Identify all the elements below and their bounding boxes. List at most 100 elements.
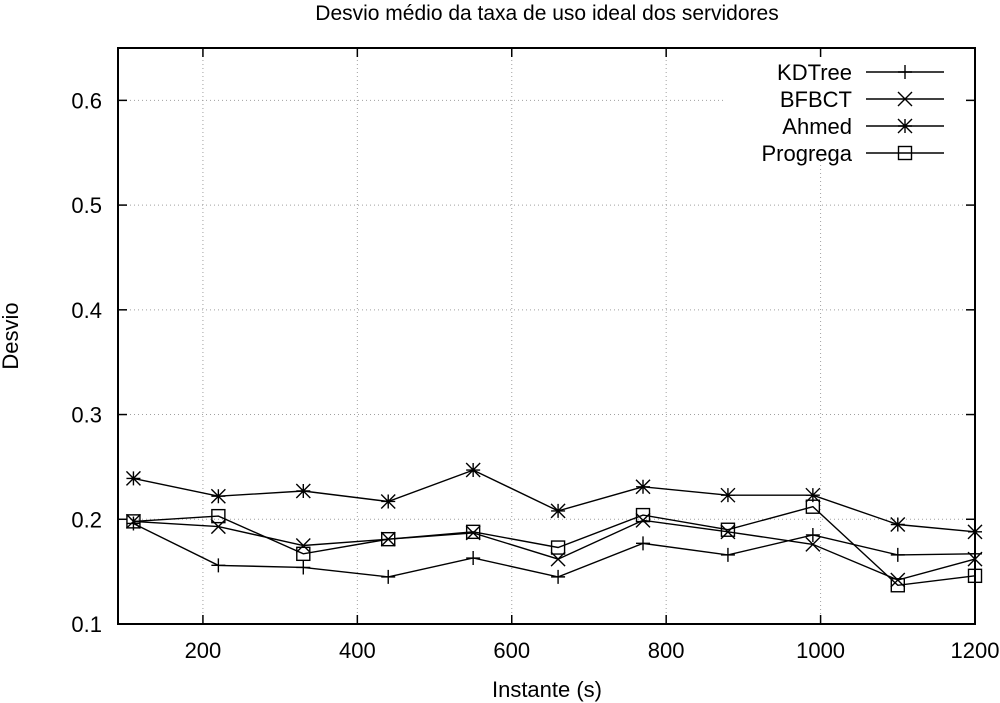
x-marker-icon	[295, 537, 311, 553]
data-point	[890, 517, 906, 533]
data-point	[635, 479, 651, 495]
y-axis-label: Desvio	[0, 302, 23, 369]
legend-label: KDTree	[777, 60, 852, 85]
data-point	[295, 537, 311, 553]
plus-marker-icon	[890, 547, 905, 562]
x-tick-label: 200	[185, 638, 222, 663]
legend-label: Progrega	[761, 141, 852, 166]
data-point	[126, 514, 141, 529]
square-marker-icon	[381, 531, 396, 547]
chart-title: Desvio médio da taxa de uso ideal dos se…	[315, 2, 778, 25]
asterisk-marker-icon	[295, 483, 311, 499]
square-marker-icon	[465, 524, 481, 540]
data-point	[805, 536, 821, 552]
plot-frame	[117, 47, 976, 625]
asterisk-marker-icon	[550, 503, 566, 519]
data-point	[211, 508, 226, 524]
x-tick-label: 600	[493, 638, 530, 663]
plus-marker-icon	[720, 547, 735, 562]
legend-marker	[898, 65, 912, 79]
asterisk-marker-icon	[380, 493, 396, 509]
plus-marker-icon	[211, 558, 226, 573]
series-ahmed	[125, 462, 983, 540]
square-marker-icon	[720, 522, 736, 537]
series-line	[133, 505, 976, 587]
data-point	[805, 527, 820, 542]
y-tick-label: 0.5	[71, 193, 102, 218]
square-marker-icon	[550, 540, 566, 555]
series-line	[133, 522, 976, 578]
data-point	[210, 488, 226, 504]
data-point	[211, 558, 226, 573]
legend-marker	[897, 145, 913, 161]
y-tick-label: 0.4	[71, 298, 102, 323]
series-layer	[125, 462, 983, 593]
plus-marker-icon	[898, 65, 912, 79]
y-tick-label: 0.6	[71, 88, 102, 113]
asterisk-marker-icon	[805, 487, 821, 503]
asterisk-marker-icon	[897, 118, 913, 134]
legend-label: Ahmed	[782, 114, 852, 139]
data-point	[296, 560, 311, 575]
plus-marker-icon	[551, 569, 566, 584]
square-marker-icon	[296, 546, 311, 562]
plus-marker-icon	[805, 527, 820, 542]
x-tick-label: 800	[648, 638, 685, 663]
square-marker-icon	[890, 578, 905, 593]
data-point	[890, 547, 905, 562]
x-tick-label: 400	[339, 638, 376, 663]
data-point	[636, 536, 651, 551]
data-point	[465, 462, 481, 478]
data-point	[635, 507, 651, 523]
series-kdtree	[126, 516, 982, 584]
asterisk-marker-icon	[465, 462, 481, 478]
legend-marker	[897, 118, 913, 134]
data-point	[805, 487, 821, 503]
x-marker-icon	[805, 536, 821, 552]
x-marker-icon	[465, 525, 481, 541]
series-progrega	[126, 499, 983, 593]
x-marker-icon	[897, 91, 913, 107]
data-point	[720, 487, 736, 503]
y-tick-label: 0.3	[71, 403, 102, 428]
data-point	[550, 540, 566, 555]
data-point	[296, 546, 311, 562]
asterisk-marker-icon	[890, 517, 906, 533]
x-axis-label: Instante (s)	[492, 677, 602, 702]
square-marker-icon	[635, 507, 651, 523]
y-tick-label: 0.1	[71, 612, 102, 637]
x-tick-label: 1000	[796, 638, 845, 663]
square-marker-icon	[805, 499, 821, 514]
plus-marker-icon	[296, 560, 311, 575]
asterisk-marker-icon	[635, 479, 651, 495]
data-point	[465, 525, 481, 541]
axis-ticks: 0.1 0.2 0.3 0.4 0.5 0.6 200 400 600 800 1000 1200	[71, 48, 999, 663]
plus-marker-icon	[636, 536, 651, 551]
square-marker-icon	[211, 508, 226, 524]
data-point	[805, 499, 821, 514]
square-marker-icon	[897, 145, 913, 161]
data-point	[125, 470, 141, 486]
series-line	[133, 469, 976, 533]
data-point	[551, 569, 566, 584]
asterisk-marker-icon	[125, 470, 141, 486]
legend-label: BFBCT	[780, 87, 852, 112]
asterisk-marker-icon	[720, 487, 736, 503]
asterisk-marker-icon	[210, 488, 226, 504]
data-point	[465, 524, 481, 540]
data-point	[381, 569, 396, 584]
data-point	[550, 503, 566, 519]
grid	[118, 48, 975, 624]
data-point	[466, 551, 481, 566]
data-point	[720, 547, 735, 562]
y-tick-label: 0.2	[71, 507, 102, 532]
legend-marker	[897, 91, 913, 107]
plus-marker-icon	[381, 569, 396, 584]
data-point	[890, 578, 905, 593]
plus-marker-icon	[466, 551, 481, 566]
data-point	[381, 531, 396, 547]
series-line	[133, 519, 976, 581]
data-point	[295, 483, 311, 499]
